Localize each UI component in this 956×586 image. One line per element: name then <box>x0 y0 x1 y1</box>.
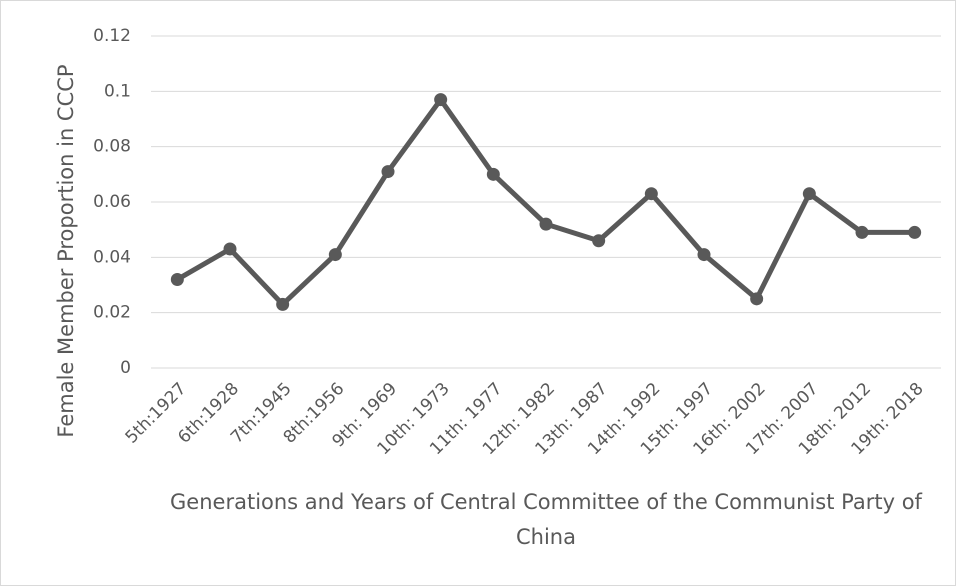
data-point <box>750 292 764 306</box>
data-point <box>434 93 448 107</box>
y-tick-label: 0.12 <box>93 26 131 46</box>
data-point <box>908 225 922 239</box>
y-tick-label: 0.1 <box>104 81 131 101</box>
data-point <box>276 297 290 311</box>
data-point <box>644 187 658 201</box>
data-point <box>802 187 816 201</box>
data-point <box>592 234 606 248</box>
y-tick-label: 0.06 <box>93 192 131 212</box>
data-point <box>381 165 395 179</box>
data-point <box>697 248 711 262</box>
data-point <box>539 217 553 231</box>
data-point <box>486 167 500 181</box>
data-point <box>170 272 184 286</box>
data-point <box>328 248 342 262</box>
y-tick-label: 0.04 <box>93 247 131 267</box>
y-tick-label: 0 <box>120 358 131 378</box>
y-tick-label: 0.08 <box>93 137 131 157</box>
y-axis-title: Female Member Proportion in CCCP <box>54 64 78 437</box>
x-axis-title: Generations and Years of Central Committ… <box>170 490 922 549</box>
y-tick-label: 0.02 <box>93 303 131 323</box>
data-point <box>855 225 869 239</box>
data-point <box>223 242 237 256</box>
